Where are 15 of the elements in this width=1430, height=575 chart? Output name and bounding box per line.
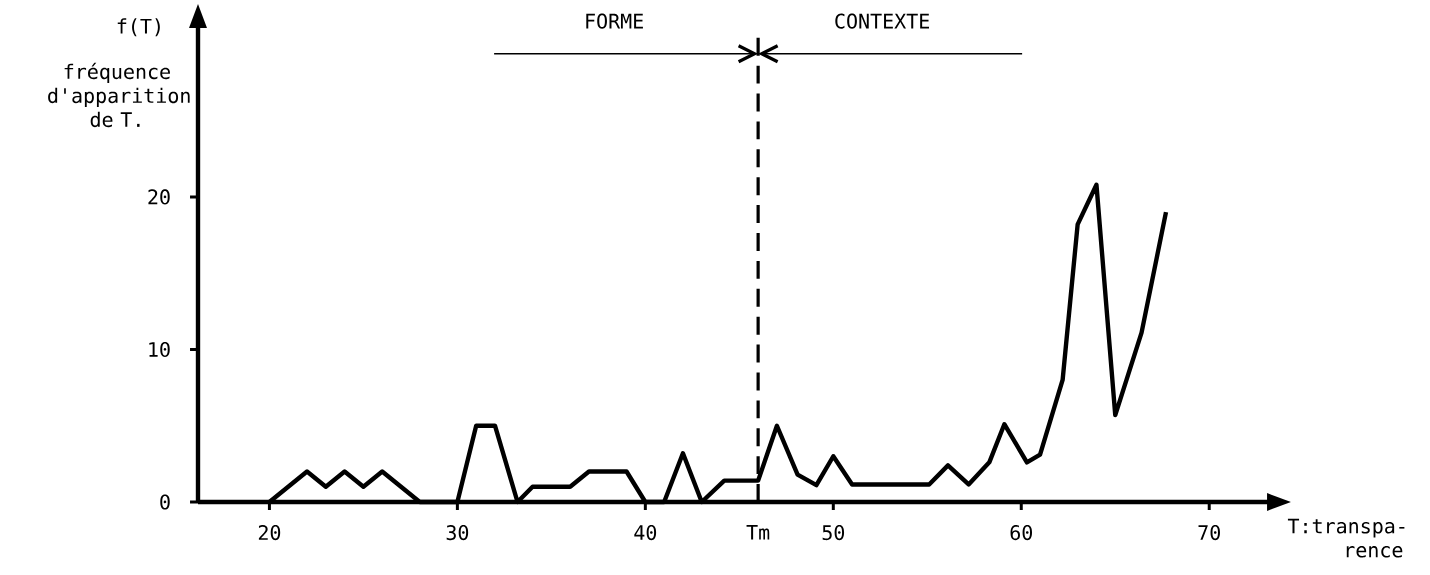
y-tick-label: 10	[149, 341, 170, 358]
annotation: CONTEXTE	[835, 13, 929, 29]
x-tick-label: 30	[446, 525, 469, 541]
y-axis-title: f(T)	[117, 18, 160, 37]
annotation: FORME	[586, 13, 643, 29]
x-tick-label: 20	[258, 525, 281, 541]
x-tick-label: 50	[822, 525, 845, 541]
text: fréquence d'apparition de T.	[48, 62, 190, 128]
x-tick-label: 40	[634, 525, 657, 541]
x-tick-label: 70	[1198, 525, 1220, 541]
x-tick-label: 60	[1010, 525, 1033, 541]
x-axis-title: T:transpa-rence	[1287, 518, 1405, 558]
y-tick-label: 20	[148, 189, 170, 205]
y-tick-label: 0	[160, 494, 170, 510]
ref-line-label: Tm	[746, 524, 770, 540]
